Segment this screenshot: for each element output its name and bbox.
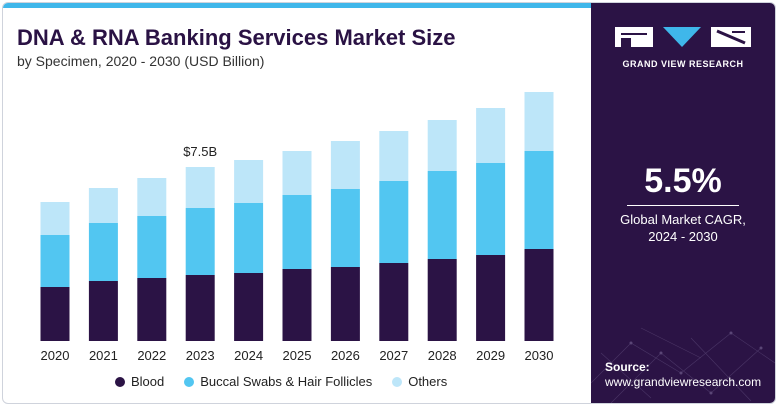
bar-blood-2028 [427, 259, 457, 341]
legend-swatch-icon [392, 376, 403, 387]
legend-label: Blood [131, 374, 165, 389]
bar-others-2026 [330, 141, 360, 189]
bar-others-2024 [234, 160, 264, 203]
x-tick-label: 2026 [331, 348, 360, 363]
x-tick-label: 2025 [283, 348, 312, 363]
source-url[interactable]: www.grandviewresearch.com [605, 375, 762, 389]
grand-view-research-logo-icon [615, 27, 751, 47]
x-tick-label: 2023 [186, 348, 215, 363]
bar-buccal-swabs-hair-follicles-2029 [476, 163, 506, 255]
x-tick-label: 2029 [476, 348, 505, 363]
brand-name: GRAND VIEW RESEARCH [622, 59, 744, 69]
bar-blood-2029 [476, 255, 506, 341]
bar-buccal-swabs-hair-follicles-2030 [524, 151, 554, 249]
divider [627, 205, 739, 206]
cagr-label: Global Market CAGR, 2024 - 2030 [591, 211, 775, 245]
legend-swatch-icon [115, 376, 125, 387]
bar-buccal-swabs-hair-follicles-2027 [379, 181, 409, 263]
bar-blood-2023 [185, 275, 215, 341]
bar-buccal-swabs-hair-follicles-2021 [88, 223, 118, 281]
legend-label: Others [408, 374, 448, 389]
source-title: Source: [605, 360, 650, 374]
bar-buccal-swabs-hair-follicles-2028 [427, 171, 457, 259]
legend-item-blood: Blood [115, 374, 164, 389]
bar-others-2027 [379, 131, 409, 181]
bar-blood-2026 [330, 267, 360, 341]
bar-blood-2022 [137, 278, 167, 341]
bar-blood-2027 [379, 263, 409, 341]
bar-others-2023 [185, 167, 215, 208]
accent-bar [3, 3, 591, 8]
legend-item-others: Others [392, 374, 447, 389]
bar-buccal-swabs-hair-follicles-2022 [137, 216, 167, 278]
bar-others-2022 [137, 178, 167, 216]
bar-others-2029 [476, 108, 506, 163]
x-tick-label: 2028 [428, 348, 457, 363]
x-tick-label: 2022 [137, 348, 166, 363]
bar-buccal-swabs-hair-follicles-2023 [185, 208, 215, 275]
bar-blood-2024 [234, 273, 264, 341]
bar-others-2028 [427, 120, 457, 171]
cagr-value: 5.5% [644, 162, 722, 200]
x-tick-label: 2024 [234, 348, 263, 363]
legend-label: Buccal Swabs & Hair Follicles [200, 374, 373, 389]
bar-buccal-swabs-hair-follicles-2025 [282, 195, 312, 269]
x-tick-label: 2020 [41, 348, 70, 363]
bar-blood-2030 [524, 249, 554, 341]
legend-item-buccal-swabs-hair-follicles: Buccal Swabs & Hair Follicles [184, 374, 372, 389]
legend-swatch-icon [184, 376, 195, 387]
side-panel: GRAND VIEW RESEARCH 5.5% Global Market C… [591, 3, 775, 403]
bar-blood-2025 [282, 269, 312, 341]
cagr-label-line1: Global Market CAGR, [620, 212, 746, 227]
x-tick-label: 2027 [379, 348, 408, 363]
chart-title: DNA & RNA Banking Services Market Size [17, 25, 456, 50]
source-note: Source: www.grandviewresearch.com [605, 360, 761, 390]
bar-blood-2021 [88, 281, 118, 341]
chart-legend: Blood Buccal Swabs & Hair Follicles Others [115, 374, 447, 389]
bar-buccal-swabs-hair-follicles-2024 [234, 203, 264, 273]
bar-blood-2020 [40, 287, 70, 341]
bar-others-2021 [88, 188, 118, 223]
bar-others-2030 [524, 92, 554, 151]
bar-others-2025 [282, 151, 312, 195]
network-pattern-decoration [591, 327, 775, 403]
bar-others-2020 [40, 202, 70, 235]
cagr-label-line2: 2024 - 2030 [648, 229, 718, 244]
x-tick-label: 2021 [89, 348, 118, 363]
x-tick-label: 2030 [525, 348, 554, 363]
bar-buccal-swabs-hair-follicles-2026 [330, 189, 360, 267]
bar-buccal-swabs-hair-follicles-2020 [40, 235, 70, 287]
chart-subtitle: by Specimen, 2020 - 2030 (USD Billion) [17, 53, 265, 69]
stacked-bar-chart: 2020 2021 2022 2023 2024 2025 2026 2027 2028 2029… [40, 92, 554, 363]
data-label: $7.5B [183, 144, 217, 159]
